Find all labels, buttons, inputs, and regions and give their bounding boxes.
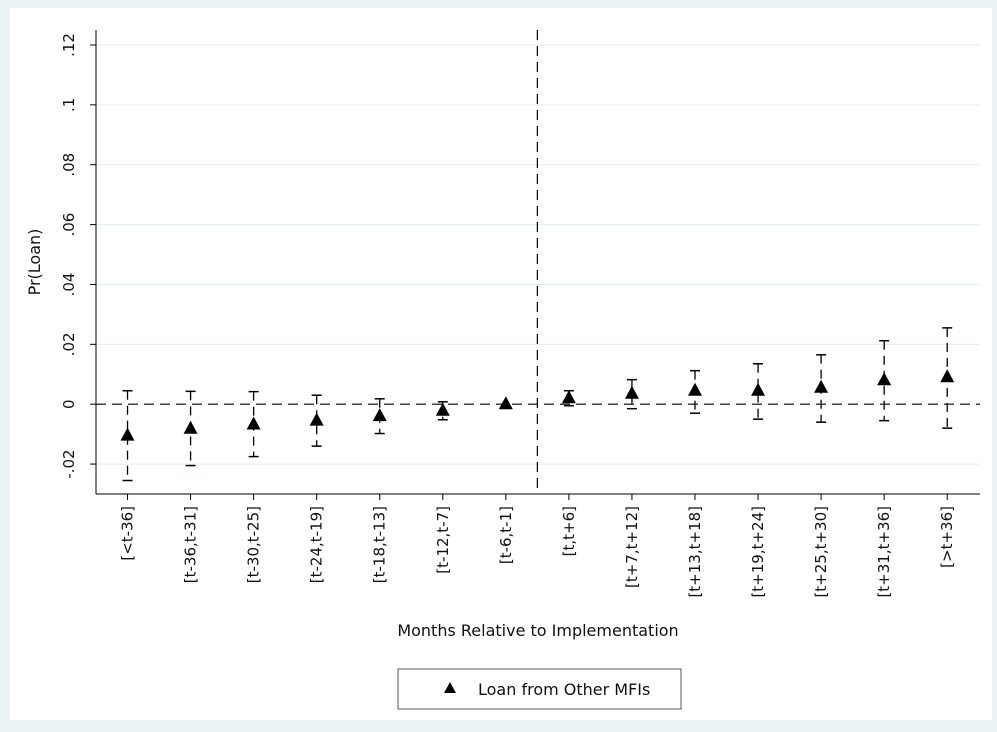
data-point-triangle [309, 412, 324, 426]
x-tick-label: [>t+36] [938, 506, 956, 568]
data-point-triangle [814, 379, 829, 393]
reference-lines [96, 30, 980, 494]
chart-area-background [10, 8, 992, 720]
legend-label: Loan from Other MFIs [478, 680, 650, 699]
data-point-triangle [183, 420, 198, 434]
x-tick-label: [t-36,t-31] [182, 506, 200, 583]
data-point-triangle [688, 382, 703, 396]
data-point-triangle [498, 396, 513, 410]
data-point-triangle [120, 427, 135, 441]
x-tick-label: [t,t+6] [560, 506, 578, 556]
y-tick-label: .08 [60, 153, 78, 177]
data-point-triangle [435, 402, 450, 416]
x-tick-label: [t+19,t+24] [749, 506, 767, 598]
legend-box [397, 668, 682, 710]
y-axis-title: Pr(Loan) [25, 229, 44, 296]
x-tick-label: [t+31,t+36] [875, 506, 893, 598]
x-tick-label: [t+13,t+18] [686, 506, 704, 598]
data-point-triangle [624, 385, 639, 399]
y-tick-label: .02 [60, 332, 78, 356]
data-point-triangle [877, 372, 892, 386]
x-tick-label: [t-24,t-19] [308, 506, 326, 583]
axes [95, 30, 980, 495]
legend: Loan from Other MFIs [397, 668, 682, 710]
x-tick-label: [t-12,t-7] [434, 506, 452, 574]
data-point-triangle [372, 408, 387, 422]
gridlines [96, 44, 980, 465]
y-tick-label: .12 [60, 33, 78, 57]
y-tick-label: -.02 [60, 449, 78, 478]
data-point-triangle [751, 382, 766, 396]
data-point-triangle [561, 390, 576, 404]
y-ticks: -.02 0 .02 .04 .06 .08 .1 .12 [60, 33, 96, 479]
x-tick-label: [t-6,t-1] [497, 506, 515, 564]
y-tick-label: 0 [60, 399, 78, 409]
x-tick-label: [t-30,t-25] [245, 506, 263, 583]
data-points [120, 327, 955, 482]
y-tick-label: .1 [60, 98, 78, 112]
y-tick-label: .06 [60, 213, 78, 237]
y-tick-label: .04 [60, 273, 78, 297]
legend-triangle-marker [444, 682, 456, 693]
x-tick-label: [<t-36] [119, 506, 137, 561]
x-tick-label: [t+25,t+30] [812, 506, 830, 598]
data-point-triangle [246, 416, 261, 430]
x-tick-label: [t-18,t-13] [371, 506, 389, 583]
x-tick-label: [t+7,t+12] [623, 506, 641, 588]
x-ticks: [<t-36] [t-36,t-31] [t-30,t-25] [t-24,t-19]… [119, 494, 956, 598]
data-point-triangle [940, 369, 955, 383]
x-axis-title: Months Relative to Implementation [397, 621, 678, 640]
